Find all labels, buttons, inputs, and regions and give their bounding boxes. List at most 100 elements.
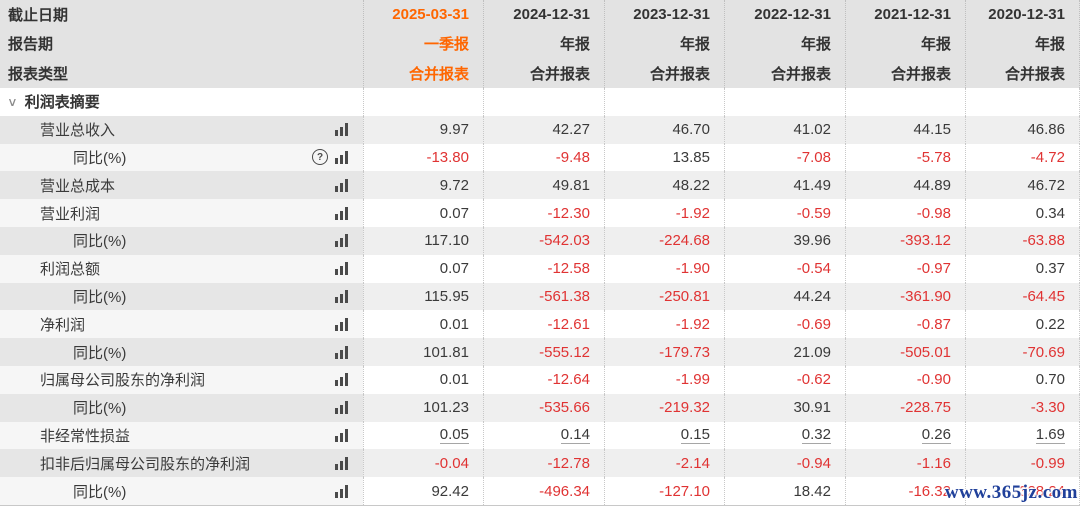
row-label-cell: 净利润 <box>0 310 363 339</box>
section-header[interactable]: 利润表摘要 <box>0 88 363 116</box>
cell-value: 39.96 <box>793 232 831 250</box>
cell-value: -328.24 <box>1014 482 1065 500</box>
bar-chart-icon[interactable] <box>335 262 348 276</box>
header-row-labels: 截止日期 报告期 报表类型 <box>0 0 363 88</box>
cell-value: -0.99 <box>1030 454 1065 472</box>
value-cell: 9.72 <box>363 171 483 200</box>
chevron-down-icon[interactable] <box>7 96 18 108</box>
row-icons <box>335 428 363 442</box>
table-row: 营业总收入 9.97 42.27 46.70 41.02 44.15 46.86 <box>0 115 1080 144</box>
cell-value: 30.91 <box>793 399 831 417</box>
cell-value: -1.99 <box>675 371 710 389</box>
cell-value: -542.03 <box>539 232 590 250</box>
value-cell: 0.37 <box>965 254 1080 283</box>
value-cell: 0.14 <box>483 421 604 450</box>
value-cell: -70.69 <box>965 338 1080 366</box>
row-label-cell: 同比(%) <box>0 393 363 422</box>
value-cell: 46.72 <box>965 171 1080 200</box>
cell-value: -127.10 <box>659 482 710 500</box>
bar-chart-icon[interactable] <box>335 317 348 331</box>
value-cell: 0.22 <box>965 310 1080 339</box>
value-cell: -0.59 <box>724 199 845 227</box>
cell-value: -250.81 <box>659 287 710 305</box>
header-label-report-period: 报告期 <box>8 36 54 54</box>
bar-chart-icon[interactable] <box>335 373 348 387</box>
cell-value: -361.90 <box>900 287 951 305</box>
value-cell: 41.02 <box>724 115 845 144</box>
bar-chart-icon[interactable] <box>335 401 348 415</box>
row-icons <box>335 373 363 387</box>
cell-value: 48.22 <box>672 176 710 194</box>
value-cell: 117.10 <box>363 226 483 255</box>
value-cell: -63.88 <box>965 226 1080 255</box>
bar-chart-icon[interactable] <box>335 456 348 470</box>
bar-chart-icon[interactable] <box>335 484 348 498</box>
value-cell: 49.81 <box>483 171 604 200</box>
empty-cell <box>965 88 1080 116</box>
cell-value: -179.73 <box>659 343 710 361</box>
value-cell: -7.08 <box>724 143 845 172</box>
cell-value: 0.37 <box>1035 260 1065 278</box>
cell-value: -505.01 <box>900 343 951 361</box>
row-label: 利润总额 <box>40 261 101 279</box>
value-cell: -0.99 <box>965 449 1080 478</box>
cell-value: -393.12 <box>900 232 951 250</box>
value-cell: -16.32 <box>845 477 965 505</box>
header-type-value: 合并报表 <box>529 65 590 83</box>
bar-chart-icon[interactable] <box>335 123 348 137</box>
section-row-income-statement: 利润表摘要 <box>0 88 1080 116</box>
value-cell: 0.32 <box>724 421 845 450</box>
row-label: 同比(%) <box>73 149 127 167</box>
row-label-cell: 利润总额 <box>0 254 363 283</box>
bar-chart-icon[interactable] <box>335 150 348 164</box>
bar-chart-icon[interactable] <box>335 234 348 248</box>
value-cell: -12.64 <box>483 365 604 394</box>
value-cell: -561.38 <box>483 282 604 311</box>
row-label: 营业利润 <box>40 205 101 223</box>
cell-value: 0.70 <box>1035 371 1065 389</box>
cell-value: -535.66 <box>539 399 590 417</box>
cell-value: -12.61 <box>547 315 590 333</box>
bar-chart-icon[interactable] <box>335 206 348 220</box>
row-label-cell: 同比(%) <box>0 143 363 172</box>
row-icons <box>335 317 363 331</box>
table-row: 净利润 0.01 -12.61 -1.92 -0.69 -0.87 0.22 <box>0 310 1080 339</box>
bar-chart-icon[interactable] <box>335 345 348 359</box>
cell-value: -1.90 <box>675 260 710 278</box>
header-type-value: 合并报表 <box>770 65 831 83</box>
bar-chart-icon[interactable] <box>335 178 348 192</box>
header-period-value: 年报 <box>1034 36 1065 54</box>
cell-value: -0.87 <box>916 315 951 333</box>
column-header-2025-03-31: 2025-03-31 一季报 合并报表 <box>363 0 483 88</box>
cell-value: -12.78 <box>547 454 590 472</box>
row-label: 非经常性损益 <box>40 427 131 445</box>
cell-value: 44.24 <box>793 287 831 305</box>
row-icons <box>335 456 363 470</box>
value-cell: 0.01 <box>363 310 483 339</box>
value-cell: -393.12 <box>845 226 965 255</box>
help-icon[interactable] <box>312 149 328 166</box>
value-cell: -505.01 <box>845 338 965 366</box>
cell-value: -16.32 <box>908 482 951 500</box>
value-cell: 42.27 <box>483 115 604 144</box>
bar-chart-icon[interactable] <box>335 289 348 303</box>
value-cell: -0.87 <box>845 310 965 339</box>
value-cell: 41.49 <box>724 171 845 200</box>
column-header-2022-12-31: 2022-12-31 年报 合并报表 <box>724 0 845 88</box>
section-title[interactable]: 利润表摘要 <box>24 94 100 112</box>
header-period-value: 年报 <box>800 36 831 54</box>
row-label-cell: 营业总成本 <box>0 171 363 200</box>
cell-value: -0.62 <box>796 371 831 389</box>
value-cell: 0.01 <box>363 365 483 394</box>
row-icons <box>335 345 363 359</box>
row-icons <box>335 206 363 220</box>
value-cell: 30.91 <box>724 393 845 422</box>
value-cell: -64.45 <box>965 282 1080 311</box>
table-row: 营业总成本 9.72 49.81 48.22 41.49 44.89 46.72 <box>0 171 1080 200</box>
empty-cell <box>845 88 965 116</box>
bar-chart-icon[interactable] <box>335 428 348 442</box>
cell-value: -0.04 <box>434 454 469 472</box>
value-cell: 0.34 <box>965 199 1080 227</box>
header-period-value: 年报 <box>920 36 951 54</box>
header-label-cutoff-date: 截止日期 <box>8 7 69 25</box>
